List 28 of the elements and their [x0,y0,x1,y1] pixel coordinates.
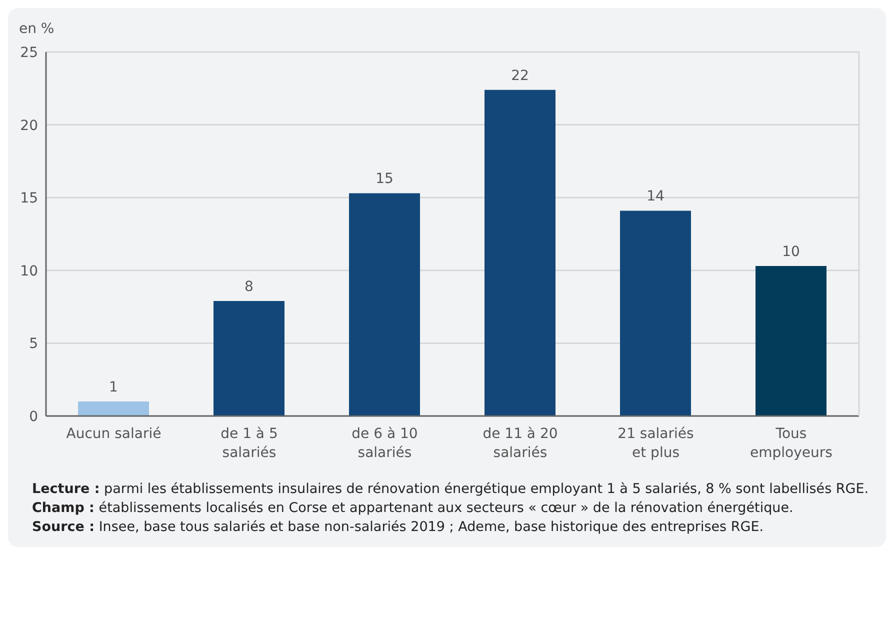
y-tick-label: 20 [20,118,38,134]
x-tick-label: de 1 à 5 salariés [220,426,278,461]
text: Lecture : parmi les établissements insulaires de rénovation énergétique employant 1 à 5 salariés, 8 % sont labellisés RGE. [32,481,869,497]
x-tick-label: de 6 à 10 salariés [352,426,418,461]
data-label: 10 [782,244,800,260]
bar [484,90,556,416]
bar [756,266,826,416]
y-tick-label: 15 [20,190,38,207]
bar [620,210,691,416]
source-note: Source : Insee, base tous salariés et base non-salariés 2019 ; Ademe, base historique des entreprises RGE. [32,519,764,535]
data-label: 22 [511,68,529,84]
x-tick-label: de 11 à 20 salariés [482,426,558,461]
data-label: 15 [376,171,394,188]
bar [349,193,420,416]
data-label: 14 [646,188,664,205]
y-tick-label: 25 [20,44,38,61]
bar [214,300,284,416]
data-label: 8 [244,278,254,295]
bar [78,401,149,416]
text: Champ : établissements localisés en Corse et appartenant aux secteurs « cœur » de la rénovation énergétique. [32,500,794,516]
y-tick-label: 0 [29,408,38,425]
x-tick-label: 21 salariés et plus [618,426,694,461]
y-tick-label: 5 [29,336,38,352]
x-tick-label: Tous employeurs [750,426,832,461]
y-tick-label: 10 [20,263,38,280]
data-label: 1 [109,379,118,396]
x-tick-label: Aucun salarié [66,426,162,442]
y-axis-title: en % [19,20,54,37]
